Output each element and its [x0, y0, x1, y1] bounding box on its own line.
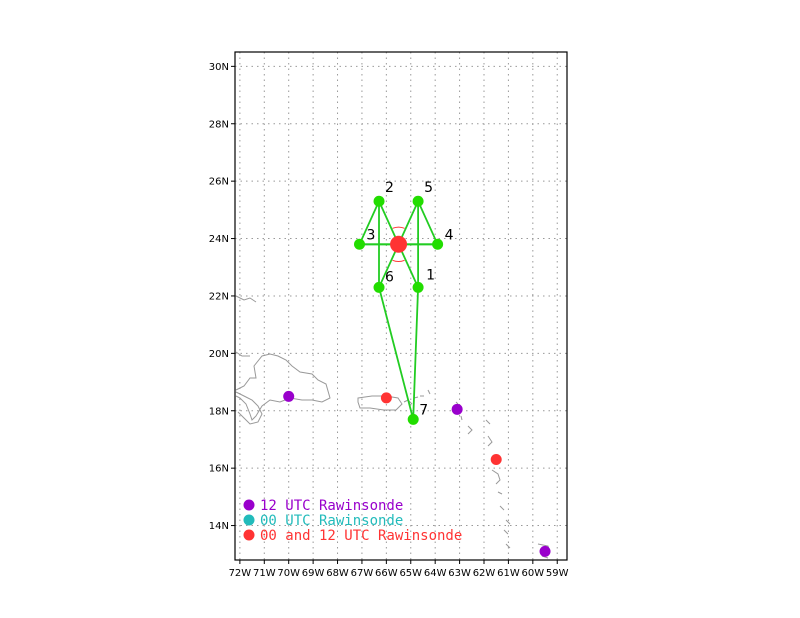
x-tick-label: 64W: [424, 568, 447, 579]
flight-point-6: [373, 281, 385, 293]
y-tick-label: 28N: [209, 119, 229, 130]
legend-item-00utc: 00 UTC Rawinsonde: [243, 513, 403, 529]
rawinsonde-site-12: [283, 390, 295, 402]
legend-marker-both: [243, 529, 255, 541]
flight-point-2: [373, 195, 385, 207]
x-tick-label: 62W: [473, 568, 496, 579]
legend-label-both: 00 and 12 UTC Rawinsonde: [260, 528, 462, 544]
x-tick-label: 68W: [326, 568, 349, 579]
rawinsonde-site-both: [490, 454, 502, 466]
x-tick-label: 70W: [277, 568, 300, 579]
flight-point-label-4: 4: [445, 227, 454, 243]
coastline-hispaniola-west: [235, 391, 263, 425]
flight-point-label-7: 7: [419, 402, 428, 418]
flight-point-label-2: 2: [385, 180, 394, 196]
x-tick-label: 60W: [522, 568, 545, 579]
y-tick-label: 18N: [209, 406, 229, 417]
y-axis-ticks: 14N 16N 18N 20N 22N 24N 26N 28N 30N: [209, 62, 235, 532]
coastline-hispaniola: [235, 353, 331, 421]
rawinsonde-site-12: [451, 403, 463, 415]
storm-symbol-arc-top: [392, 226, 405, 229]
legend-item-12utc: 12 UTC Rawinsonde: [243, 498, 403, 514]
flight-point-5: [412, 195, 424, 207]
x-tick-label: 72W: [229, 568, 252, 579]
flight-point-4: [432, 238, 444, 250]
plot-background: [235, 52, 567, 560]
x-tick-label: 59W: [546, 568, 569, 579]
y-tick-label: 30N: [209, 62, 229, 73]
map-frame: [234, 51, 568, 561]
x-tick-label: 66W: [375, 568, 398, 579]
coastline-cuba-south: [235, 351, 250, 357]
y-tick-label: 14N: [209, 521, 229, 532]
rawinsonde-sites: [283, 390, 551, 557]
x-tick-label: 61W: [497, 568, 520, 579]
legend-marker-12utc: [243, 499, 255, 511]
flight-point-1: [412, 281, 424, 293]
storm-symbol-arc-bottom: [392, 259, 405, 262]
coastline-cuba: [235, 295, 257, 303]
grid-lines: [235, 52, 567, 560]
flight-point-label-3: 3: [367, 227, 376, 243]
legend-item-both: 00 and 12 UTC Rawinsonde: [243, 528, 462, 544]
flight-point-label-1: 1: [426, 267, 435, 283]
flight-point-3: [354, 238, 365, 250]
x-tick-label: 67W: [351, 568, 374, 579]
y-tick-label: 24N: [209, 234, 229, 245]
x-tick-label: 65W: [399, 568, 422, 579]
y-tick-label: 20N: [209, 349, 229, 360]
coastline-lesser-antilles: [455, 401, 551, 559]
y-tick-label: 16N: [209, 464, 229, 475]
storm-center-dot: [390, 235, 408, 253]
y-tick-label: 22N: [209, 291, 229, 302]
flight-point-label-6: 6: [385, 269, 394, 285]
storm-center-marker: [390, 226, 408, 262]
legend-label-00utc: 00 UTC Rawinsonde: [260, 513, 403, 529]
x-tick-label: 69W: [302, 568, 325, 579]
x-tick-label: 63W: [448, 568, 471, 579]
rawinsonde-site-12: [539, 545, 551, 557]
flight-point-label-5: 5: [424, 180, 433, 196]
flight-points: 1 2 3 4 5 6 7: [354, 180, 454, 425]
legend-marker-00utc: [243, 514, 255, 526]
rawinsonde-site-both: [380, 392, 392, 404]
x-axis-ticks: 72W 71W 70W 69W 68W 67W 66W 65W 64W 63W 62W 61W 60W 5…: [229, 560, 569, 579]
legend: 12 UTC Rawinsonde 00 UTC Rawinsonde 00 a…: [243, 498, 462, 544]
flight-point-7: [407, 413, 419, 425]
legend-label-12utc: 12 UTC Rawinsonde: [260, 498, 403, 514]
x-tick-label: 71W: [253, 568, 276, 579]
y-tick-label: 26N: [209, 177, 229, 188]
